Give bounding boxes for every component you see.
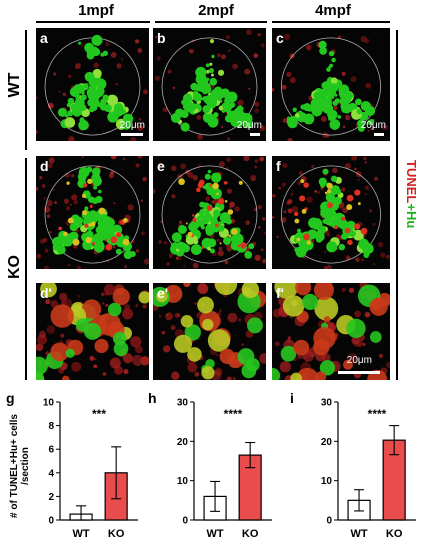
column-line-2mpf [155,21,267,23]
micrograph-panel: e' [153,283,266,380]
micrograph-panel: f' 20μm [272,283,390,380]
y-tick-label: 30 [321,398,333,409]
y-tick-label: 10 [321,476,333,487]
micrograph-image [153,156,266,269]
micrograph-panel: b 20μm [153,28,266,141]
micrograph-image [36,34,148,141]
micrograph-image [272,283,390,380]
micrograph-panel: e [153,156,266,269]
bar-ko [382,439,406,521]
micrograph-image [36,156,149,269]
y-tick-label: 10 [43,398,55,409]
scale-bar [338,371,380,374]
panel-label: f [276,158,281,174]
panel-label: a [40,30,48,46]
panel-label: e' [157,285,169,301]
right-bracket [396,30,398,380]
category-label: WT [351,528,368,540]
chart-g-ylabel-line2: /section [20,447,31,485]
panel-label: c [276,30,284,46]
y-tick-label: 8 [48,421,54,432]
stain-label: TUNEL+Hu [404,160,419,228]
panel-label: f' [276,285,284,301]
y-tick-label: 4 [48,468,54,479]
scale-bar [121,133,143,136]
y-tick-label: 2 [48,492,54,503]
significance-label: **** [224,407,243,421]
column-title-4mpf: 4mpf [315,2,351,19]
bar-wt [203,495,227,521]
chart-g-ylabel-line1: # of TUNEL+Hu+ cells [9,414,20,518]
row-bar-wt [25,30,27,150]
micrograph-image [272,156,390,269]
panel-label: d' [40,285,52,301]
chart-g-ylabel: # of TUNEL+Hu+ cells /section [9,391,31,541]
scale-bar [374,133,384,136]
y-tick-label: 10 [177,476,189,487]
panel-label: e [157,158,165,174]
micrograph-image [154,29,266,141]
y-tick-label: 20 [321,437,333,448]
panel-label: b [157,30,166,46]
column-line-4mpf [272,21,390,23]
micrograph-image [153,283,266,380]
category-label: KO [108,528,125,540]
stain-label-hu: Hu [404,210,419,229]
micrograph-panel: d [36,156,149,269]
micrograph-panel: f [272,156,390,269]
y-tick-label: 30 [177,398,189,409]
scale-bar-label: 20μm [360,120,386,131]
significance-label: *** [92,407,106,421]
bar-ko [104,472,128,521]
scale-bar-label: 20μm [119,120,145,131]
stain-label-plus: + [404,203,419,211]
micrograph-panel: c 20μm [272,28,390,141]
category-label: WT [207,528,224,540]
y-tick-label: 0 [48,516,54,527]
column-line-1mpf [36,21,150,23]
scale-bar-label: 20μm [346,355,372,366]
chart-letter-i: i [290,390,294,406]
y-tick-label: 0 [326,516,332,527]
chart-letter-h: h [148,390,157,406]
bar-wt [69,513,93,521]
column-title-1mpf: 1mpf [78,2,114,19]
y-tick-label: 6 [48,445,54,456]
category-label: KO [242,528,259,540]
bar-wt [347,499,371,521]
stain-label-tunel: TUNEL [404,160,419,204]
chart-letter-g: g [6,390,15,406]
micrograph-image [36,283,149,380]
micrograph-panel: d' [36,283,149,380]
micrograph-image [272,33,389,141]
scale-bar-label: 20μm [236,120,262,131]
significance-label: **** [368,407,387,421]
y-tick-label: 0 [182,516,188,527]
y-tick-label: 20 [177,437,189,448]
row-bar-ko [25,158,27,380]
bar-ko [238,454,262,521]
micrograph-panel: a 20μm [36,28,149,141]
category-label: KO [386,528,403,540]
row-label-ko: KO [6,255,23,279]
scale-bar [250,133,260,136]
panel-label: d [40,158,49,174]
category-label: WT [73,528,90,540]
row-label-wt: WT [6,72,23,98]
column-title-2mpf: 2mpf [198,2,234,19]
